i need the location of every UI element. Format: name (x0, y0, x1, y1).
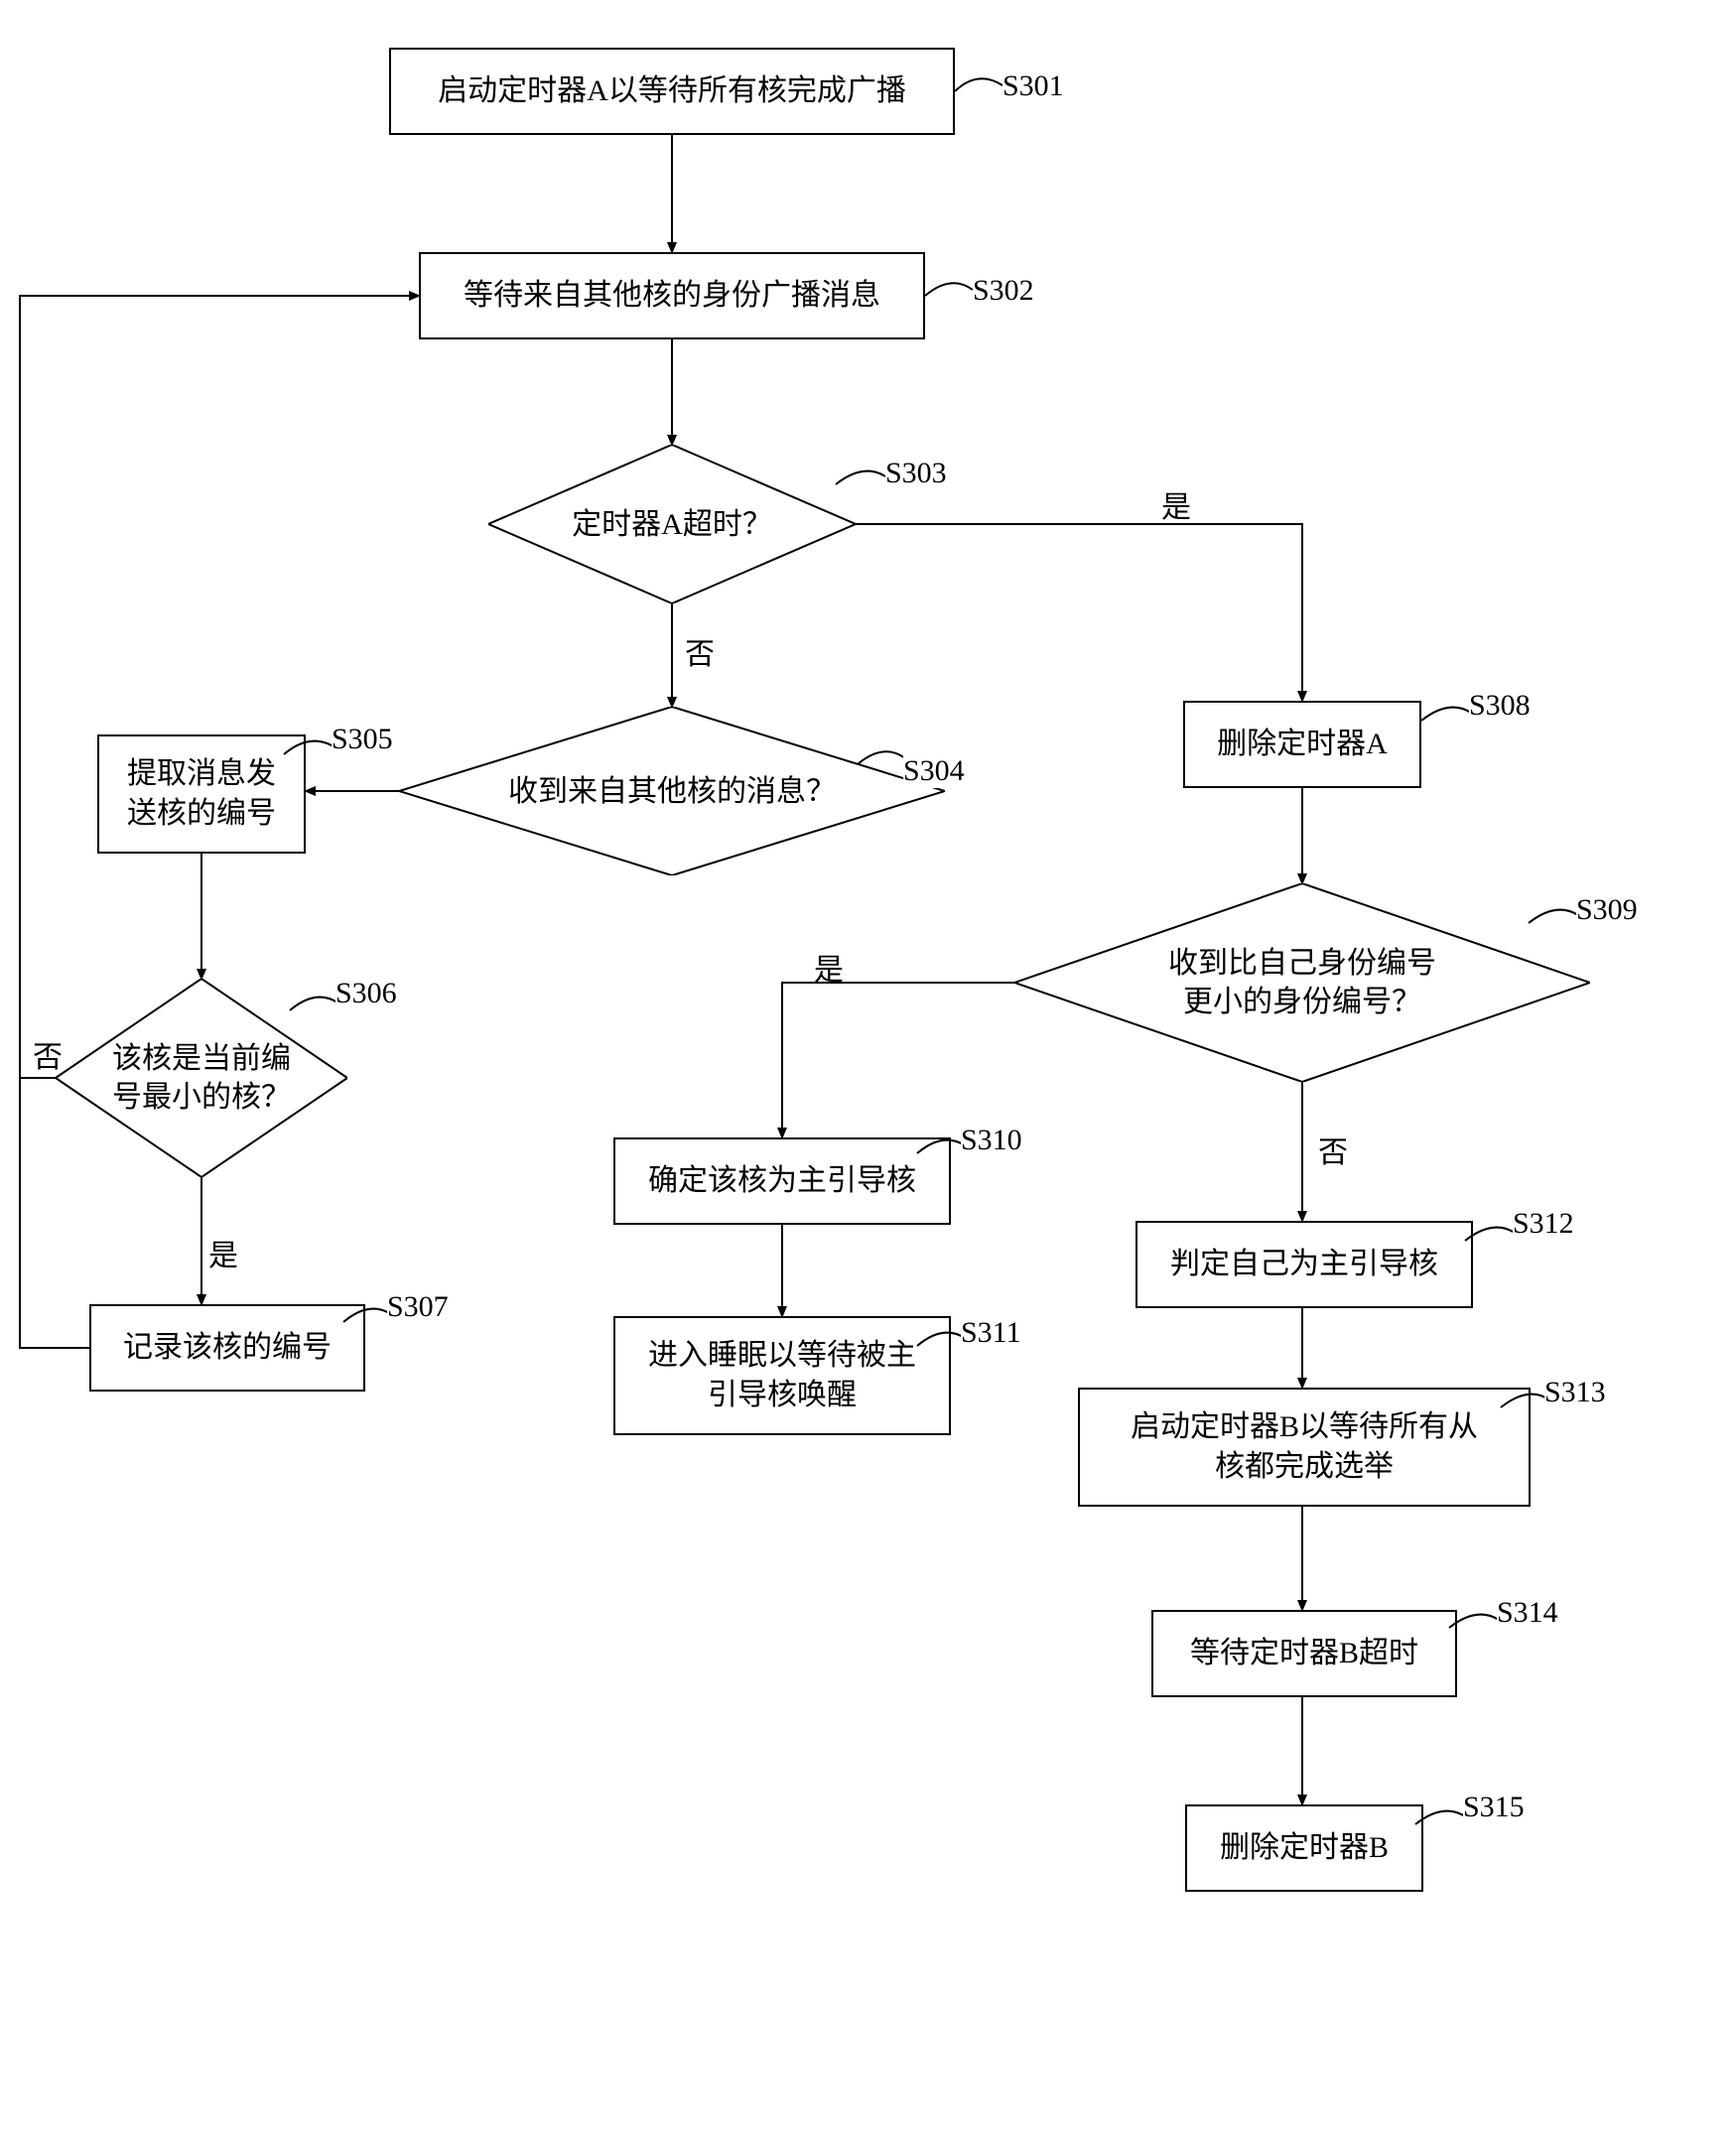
node-text: 判定自己为主引导核 (1170, 1245, 1438, 1285)
node-s311: 进入睡眠以等待被主引导核唤醒 (613, 1316, 951, 1435)
node-s313: 启动定时器B以等待所有从核都完成选举 (1078, 1388, 1531, 1507)
step-label-s307: S307 (387, 1290, 449, 1324)
step-label-s315: S315 (1463, 1791, 1525, 1824)
node-s301: 启动定时器A以等待所有核完成广播 (389, 48, 955, 135)
node-text: 启动定时器B以等待所有从核都完成选举 (1131, 1407, 1478, 1488)
step-label-s302: S302 (973, 274, 1034, 308)
step-label-s310: S310 (961, 1124, 1022, 1157)
edge-label-s303-yes: 是 (1161, 482, 1191, 526)
node-text: 进入睡眠以等待被主引导核唤醒 (648, 1336, 916, 1416)
step-label-s309: S309 (1576, 893, 1638, 927)
node-s315: 删除定时器B (1185, 1804, 1423, 1892)
node-text: 定时器A超时？ (572, 505, 772, 544)
node-s303: 定时器A超时？ (488, 445, 856, 603)
edge-label-s306-no: 否 (33, 1032, 63, 1076)
step-label-s312: S312 (1513, 1207, 1574, 1241)
node-s309: 收到比自己身份编号更小的身份编号？ (1014, 883, 1590, 1082)
node-text: 提取消息发送核的编号 (127, 754, 276, 835)
node-text: 删除定时器A (1217, 725, 1388, 765)
node-text: 等待来自其他核的身份广播消息 (464, 276, 880, 317)
node-s307: 记录该核的编号 (89, 1304, 365, 1392)
node-text: 收到来自其他核的消息？ (508, 772, 836, 811)
node-text: 等待定时器B超时 (1190, 1634, 1418, 1674)
step-label-s304: S304 (903, 754, 965, 788)
step-label-s301: S301 (1002, 69, 1064, 103)
node-text: 确定该核为主引导核 (648, 1161, 916, 1202)
node-s306: 该核是当前编号最小的核？ (56, 979, 347, 1177)
node-s305: 提取消息发送核的编号 (97, 734, 306, 854)
step-label-s311: S311 (961, 1316, 1021, 1350)
node-text: 该核是当前编号最小的核？ (112, 1039, 291, 1117)
edge-label-s309-yes: 是 (814, 945, 844, 989)
edge-label-s306-yes: 是 (208, 1231, 238, 1274)
node-text: 记录该核的编号 (123, 1328, 332, 1369)
edge-label-s309-no: 否 (1318, 1128, 1348, 1171)
node-text: 收到比自己身份编号更小的身份编号？ (1168, 944, 1436, 1021)
edge-label-s303-no: 否 (685, 629, 715, 673)
step-label-s308: S308 (1469, 689, 1531, 723)
step-label-s303: S303 (885, 457, 947, 490)
node-text: 启动定时器A以等待所有核完成广播 (438, 71, 906, 112)
step-label-s314: S314 (1497, 1596, 1558, 1630)
node-s314: 等待定时器B超时 (1151, 1610, 1457, 1697)
node-s310: 确定该核为主引导核 (613, 1137, 951, 1225)
step-label-s305: S305 (332, 723, 393, 756)
node-text: 删除定时器B (1220, 1828, 1389, 1869)
node-s304: 收到来自其他核的消息？ (399, 707, 945, 875)
step-label-s313: S313 (1544, 1376, 1606, 1409)
node-s302: 等待来自其他核的身份广播消息 (419, 252, 925, 339)
node-s308: 删除定时器A (1183, 701, 1421, 788)
step-label-s306: S306 (335, 977, 397, 1010)
node-s312: 判定自己为主引导核 (1135, 1221, 1473, 1308)
